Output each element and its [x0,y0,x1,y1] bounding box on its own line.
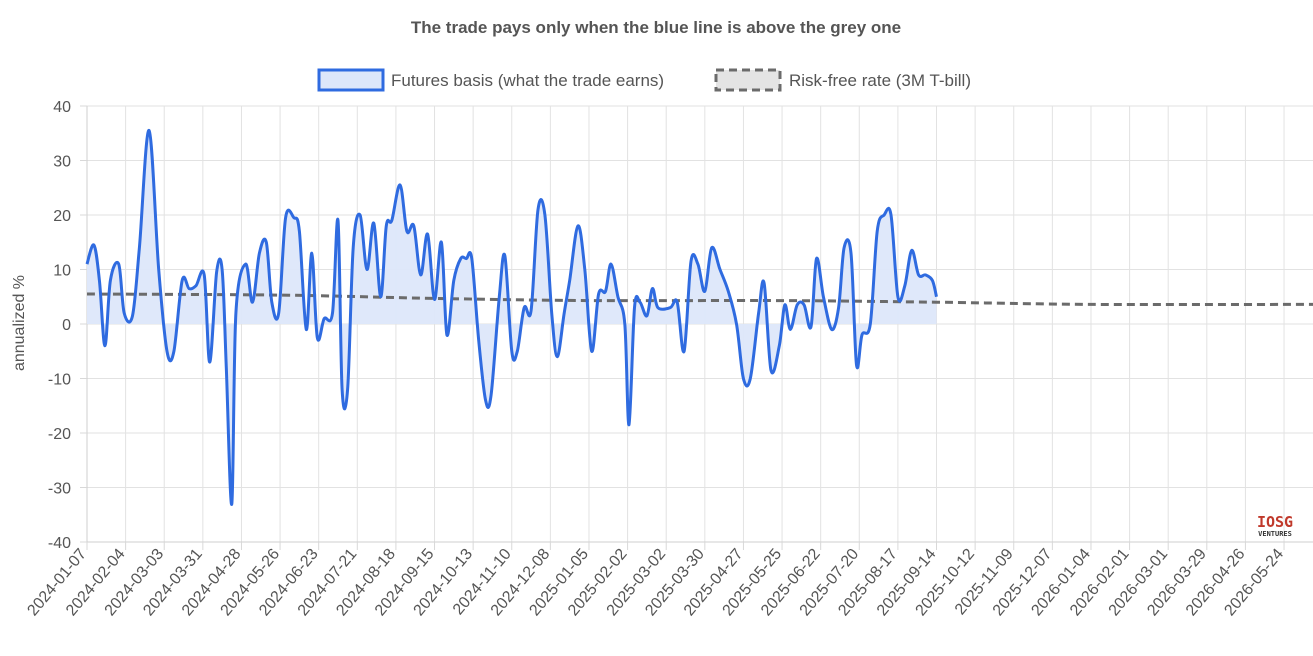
logo-text: IOSG [1257,513,1293,531]
x-axis: 2024-01-072024-02-042024-03-032024-03-31… [24,542,1287,619]
y-tick-label: 0 [62,317,71,334]
y-tick-label: -40 [48,535,71,552]
plot-area [85,128,1313,506]
futures-basis-line [85,128,938,506]
legend-label-basis[interactable]: Futures basis (what the trade earns) [391,71,664,90]
legend[interactable]: Futures basis (what the trade earns) Ris… [317,68,971,92]
y-tick-label: -20 [48,426,71,443]
iosg-logo: IOSG VENTURES [1257,513,1293,538]
legend-label-rate[interactable]: Risk-free rate (3M T-bill) [789,71,971,90]
chart-title: The trade pays only when the blue line i… [411,18,901,37]
y-tick-label: -10 [48,372,71,389]
legend-swatch-basis[interactable] [317,68,385,92]
y-tick-label: -30 [48,481,71,498]
y-tick-label: 20 [53,208,71,225]
y-tick-label: 40 [53,99,71,116]
logo-subtext: VENTURES [1258,530,1292,538]
y-axis: 40 30 20 10 0 -10 -20 -30 -40 [48,99,87,552]
y-tick-label: 30 [53,154,71,171]
y-axis-title: annualized % [11,275,28,371]
legend-swatch-rate[interactable] [714,68,782,92]
y-tick-label: 10 [53,263,71,280]
risk-free-rate-line [86,292,1313,307]
